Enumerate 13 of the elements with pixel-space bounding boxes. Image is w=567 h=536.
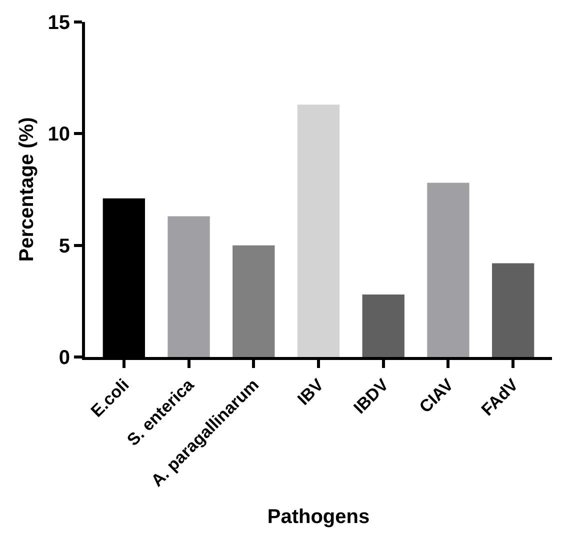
bar (362, 294, 404, 357)
y-tick-label: 0 (58, 347, 70, 369)
y-tick-label: 10 (48, 124, 70, 146)
bar (492, 263, 534, 357)
bar (232, 245, 275, 357)
x-axis-title: Pathogens (267, 506, 370, 528)
y-tick-label: 15 (48, 12, 70, 34)
bar (427, 182, 470, 357)
y-tick-label: 5 (58, 235, 70, 258)
x-tick-label: IBV (294, 374, 328, 409)
y-axis-title: Percentage (%) (16, 117, 38, 262)
bar (168, 216, 210, 357)
bar (297, 104, 340, 357)
